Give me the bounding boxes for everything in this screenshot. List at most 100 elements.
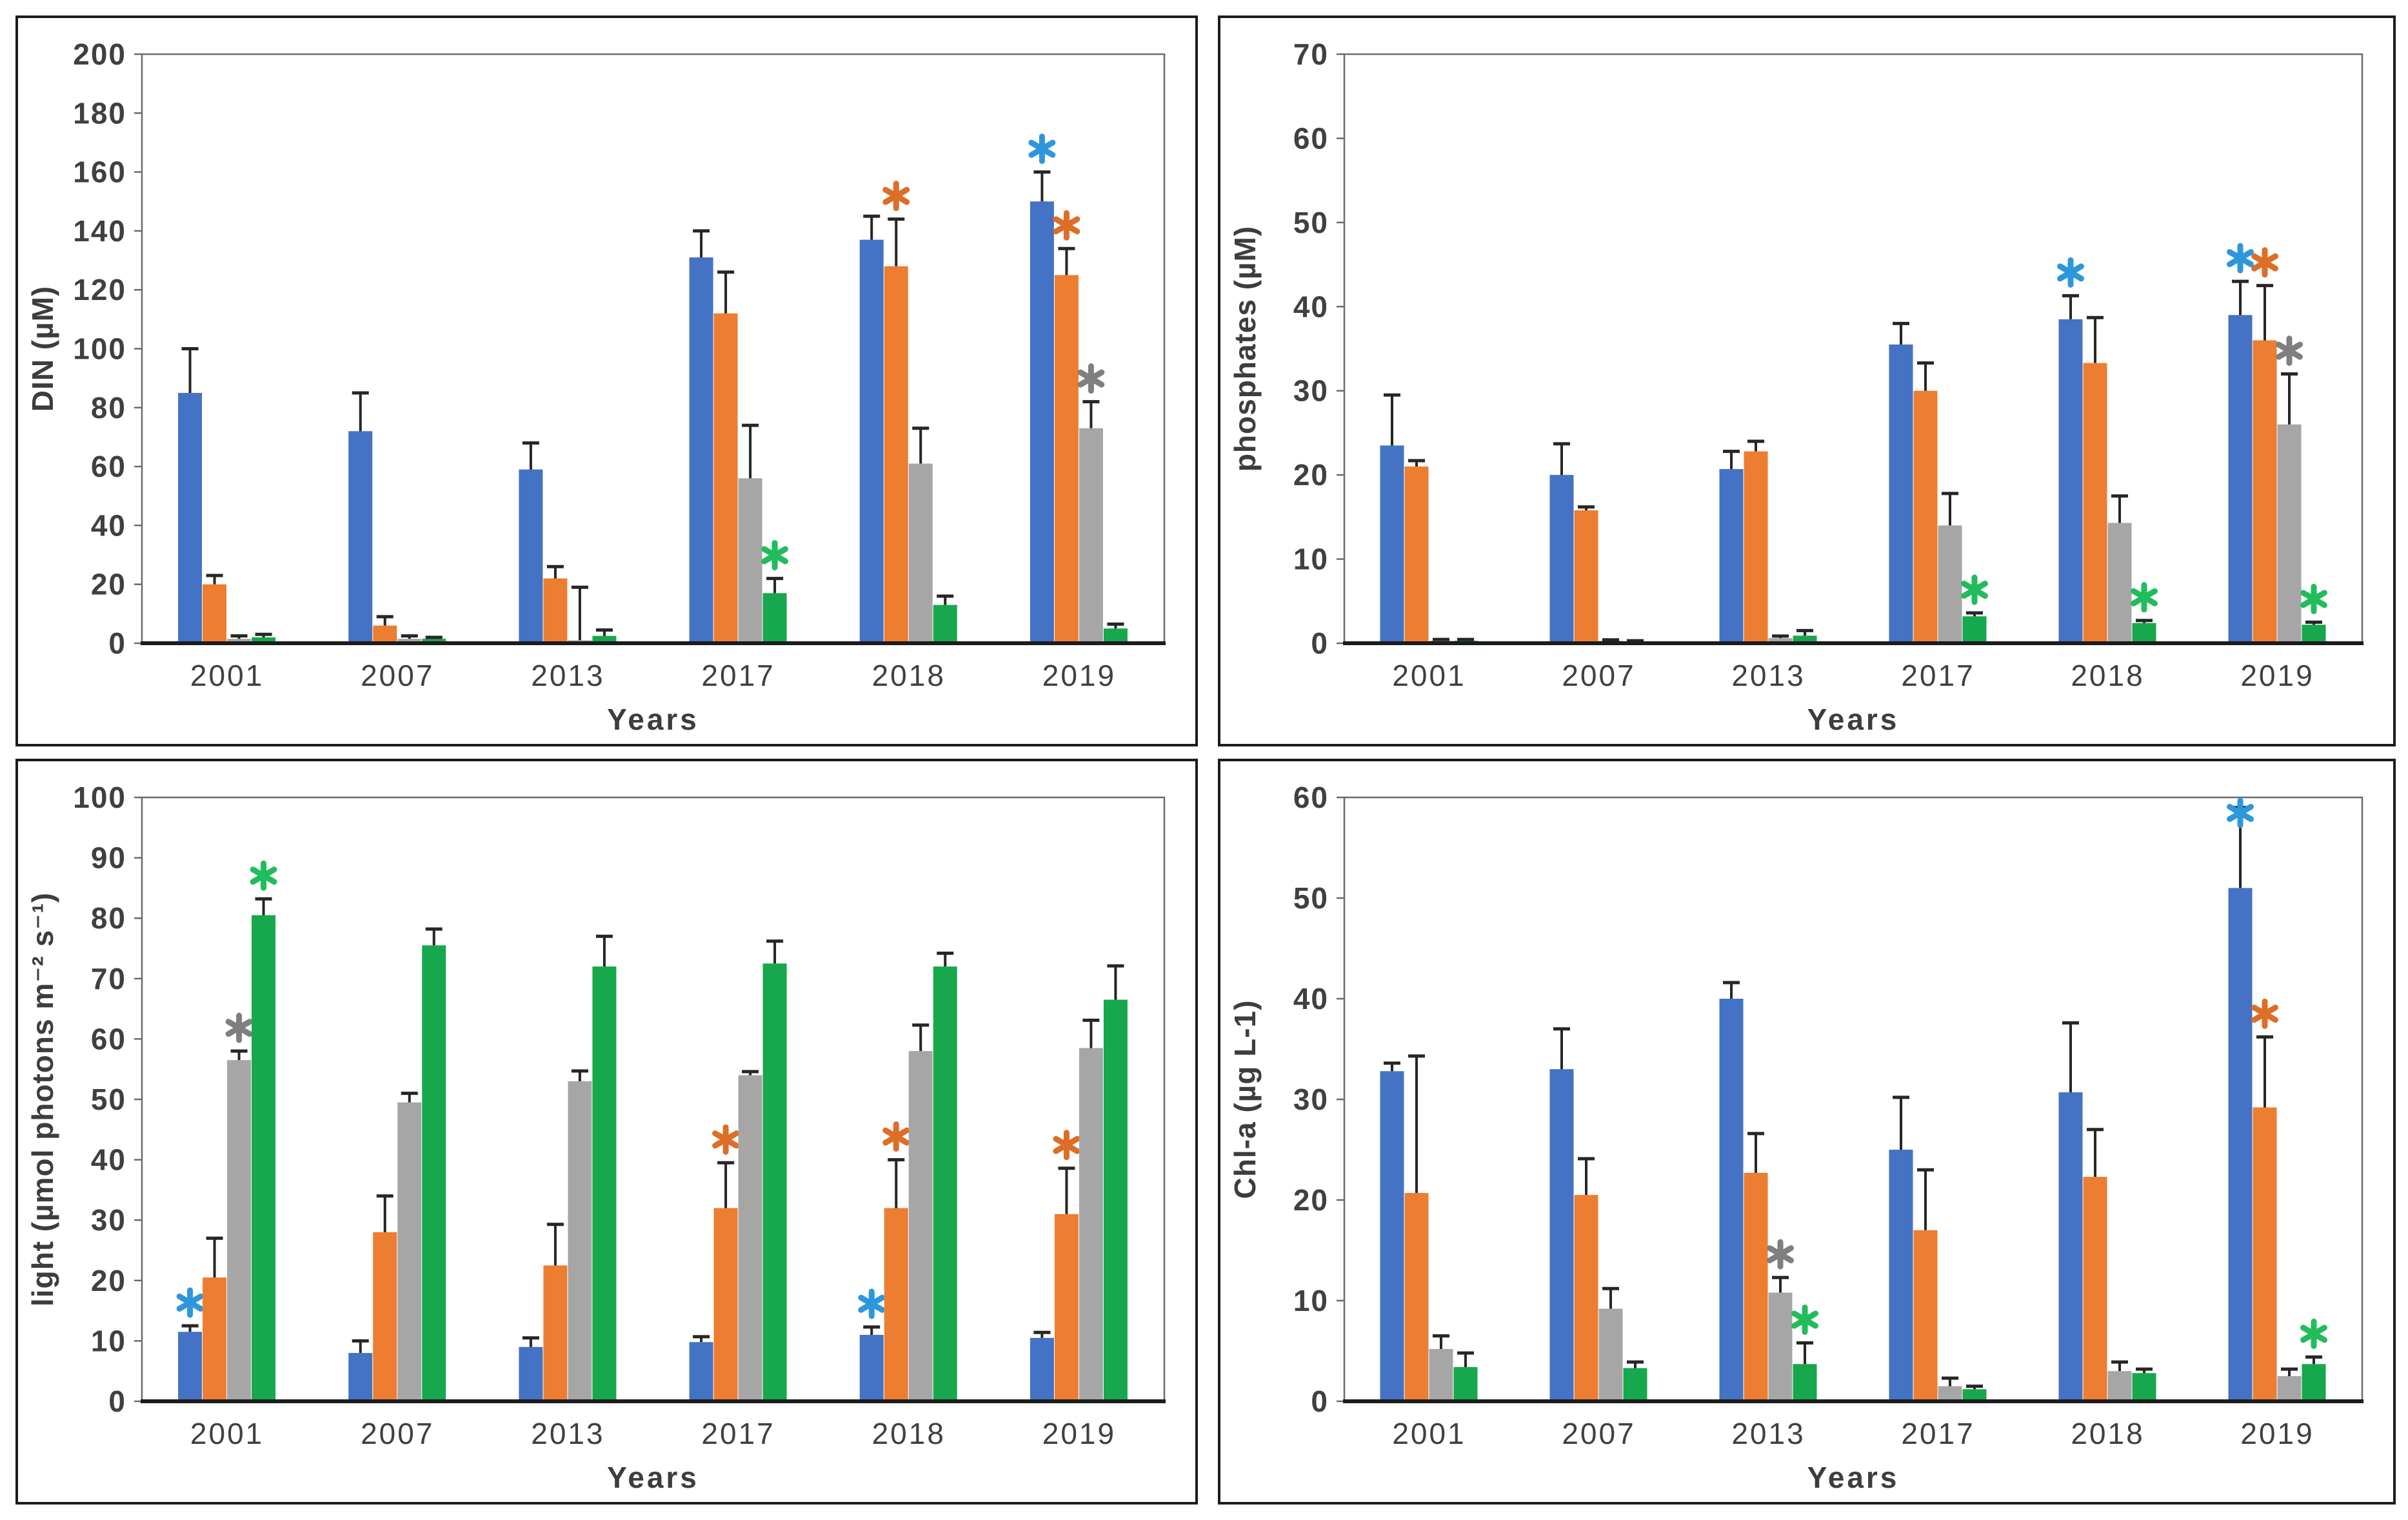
y-tick-label: 0 [1311,626,1329,660]
x-tick-label: 2018 [2071,659,2144,692]
bar-blue-2007 [1549,1069,1574,1401]
bar-green-2007 [422,639,446,643]
y-tick-label: 40 [1293,982,1329,1015]
y-axis-title: Chl-a (µg L-1) [1228,1000,1262,1199]
y-tick-label: 30 [1293,1083,1329,1116]
x-tick-label: 2013 [531,1417,604,1450]
significance-asterisk [2276,335,2303,366]
bar-orange-2017 [713,313,738,643]
x-tick-label: 2013 [1731,1417,1805,1450]
y-tick-label: 0 [108,626,126,660]
x-tick-label: 2018 [872,659,946,692]
bar-orange-2018 [884,1208,908,1401]
bar-green-2007 [422,945,446,1401]
y-tick-label: 30 [1293,374,1329,408]
bar-green-2007 [1623,1368,1647,1401]
y-tick-label: 80 [91,901,126,935]
x-tick-label: 2017 [1901,1417,1975,1450]
bar-blue-2007 [1549,475,1574,643]
bar-blue-2001 [178,1332,203,1401]
bar-orange-2013 [543,578,568,643]
significance-asterisk [176,1287,204,1318]
bar-blue-2013 [519,1346,543,1401]
bar-blue-2001 [1380,445,1404,643]
bar-orange-2001 [203,1277,227,1401]
y-tick-label: 60 [1293,781,1329,814]
x-tick-label: 2019 [1042,659,1116,692]
bar-green-2017 [762,593,787,643]
y-tick-label: 50 [1293,206,1329,239]
bar-gray-2013 [1768,638,1793,643]
bar-gray-2017 [1938,525,1962,643]
bar-gray-2018 [2107,523,2132,643]
y-tick-label: 10 [1293,543,1329,576]
bar-blue-2001 [178,392,203,643]
bar-gray-2013 [1768,1292,1793,1401]
bar-blue-2013 [1719,469,1744,643]
bar-blue-2017 [689,257,713,643]
y-tick-label: 40 [91,1143,126,1177]
x-tick-label: 2019 [2240,1417,2314,1450]
y-tick-label: 200 [73,37,126,71]
bar-orange-2019 [2253,1107,2277,1401]
y-tick-label: 140 [73,214,126,248]
bar-blue-2007 [348,431,373,643]
y-tick-label: 180 [73,96,126,130]
bar-green-2017 [1962,1389,1987,1401]
bar-orange-2013 [1744,1172,1768,1401]
bar-green-2019 [2302,625,2326,643]
x-axis-title: Years [1807,703,1900,736]
x-tick-label: 2017 [1901,659,1975,692]
bar-orange-2019 [1054,275,1079,643]
bar-gray-2017 [738,1075,762,1401]
bar-green-2017 [762,963,787,1401]
x-tick-label: 2001 [190,1417,264,1450]
bar-orange-2018 [2083,1177,2107,1401]
x-tick-label: 2018 [872,1417,946,1450]
y-tick-label: 60 [91,450,126,483]
bar-blue-2018 [859,1335,884,1401]
chart-panel-light: 0 10 20 30 40 50 60 70 80 90 100 2001 2007 2013 2017 20… [15,759,1198,1505]
bar-gray-2001 [227,639,252,643]
y-tick-label: 40 [91,508,126,542]
significance-asterisk [2131,582,2158,613]
y-tick-label: 40 [1293,290,1329,323]
bar-orange-2007 [1574,1195,1598,1401]
bar-green-2018 [933,605,957,643]
y-axis-title: DIN (µM) [26,286,59,412]
bar-gray-2018 [908,1051,933,1401]
bar-gray-2007 [397,1102,422,1401]
bar-green-2019 [1103,628,1128,643]
y-tick-label: 0 [108,1385,126,1418]
y-tick-label: 100 [73,781,126,814]
y-axis-title: light (µmol photons m⁻² s⁻¹) [26,892,59,1306]
y-tick-label: 50 [91,1083,126,1116]
y-tick-label: 20 [1293,1183,1329,1217]
significance-asterisk [712,1124,740,1155]
bar-orange-2001 [1404,466,1429,643]
x-tick-label: 2017 [701,659,775,692]
x-tick-label: 2013 [531,659,604,692]
y-tick-label: 60 [91,1022,126,1055]
x-axis-title: Years [607,1461,699,1494]
y-tick-label: 70 [91,962,126,995]
significance-asterisk [858,1288,886,1319]
bar-blue-2019 [1030,1337,1054,1401]
bar-gray-2017 [1938,1386,1962,1401]
x-tick-label: 2007 [361,659,434,692]
significance-asterisk [2300,1318,2327,1349]
significance-asterisk [2057,257,2084,288]
bar-gray-2019 [1079,428,1103,643]
bar-blue-2017 [689,1342,713,1401]
chart-chla: 0 10 20 30 40 50 60 2001 2007 2013 2017 2018 2019 Yea… [1228,781,2363,1494]
chart-phosphates: 0 10 20 30 40 50 60 70 2001 2007 2013 2017 2018 2019 Y… [1228,37,2363,736]
x-tick-label: 2019 [1042,1417,1116,1450]
significance-asterisk [2227,243,2254,274]
significance-asterisk [1791,1305,1818,1335]
y-tick-label: 70 [1293,37,1329,71]
bar-green-2019 [1103,999,1128,1401]
bar-orange-2017 [1913,1230,1938,1401]
bar-blue-2001 [1380,1071,1404,1401]
bar-blue-2018 [859,239,884,644]
